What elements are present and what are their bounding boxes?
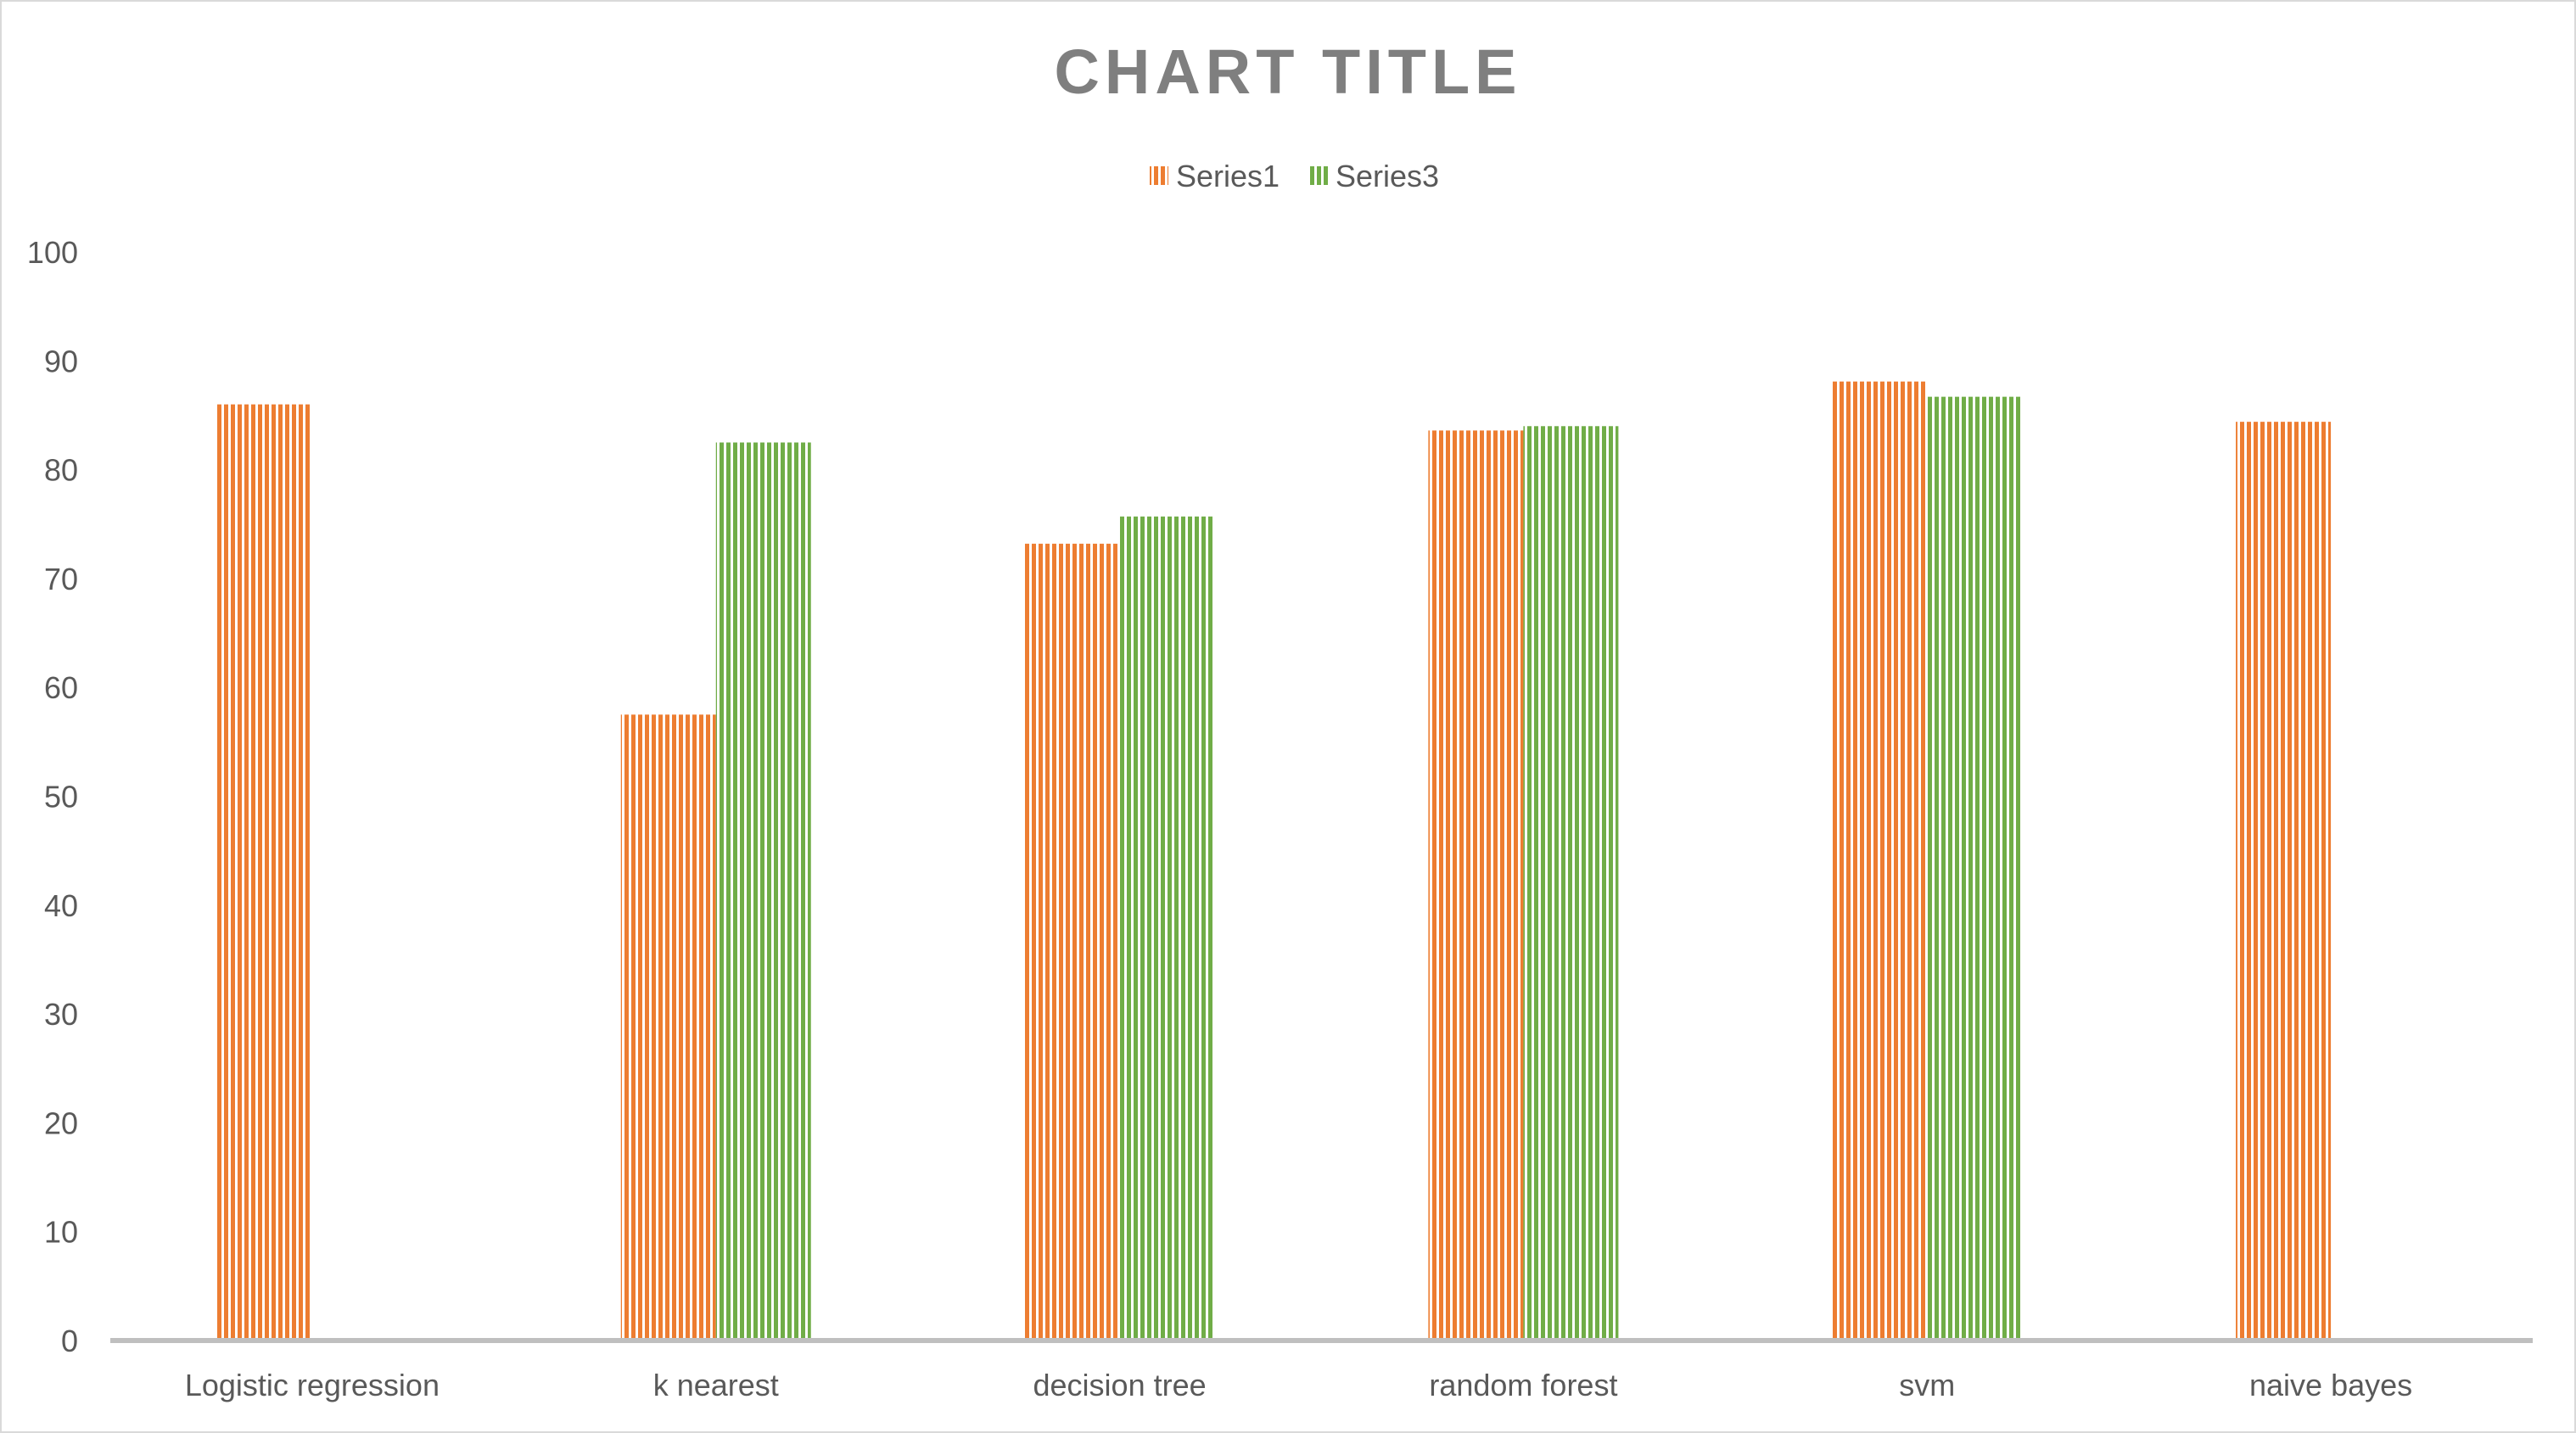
x-tick-label: naive bayes	[2249, 1368, 2412, 1402]
y-tick-label: 60	[44, 670, 78, 705]
y-tick-label: 100	[27, 235, 78, 270]
legend-label-series1: Series1	[1176, 159, 1280, 193]
bar-series1-4	[1832, 381, 1928, 1341]
x-tick-label: k nearest	[653, 1368, 779, 1402]
bar-series1-1	[620, 714, 716, 1341]
bar-series1-3	[1428, 430, 1524, 1341]
chart-title: CHART TITLE	[1054, 36, 1521, 107]
bar-series1-2	[1024, 543, 1120, 1341]
y-axis: 0 10 20 30 40 50 60 70 80 90 100	[27, 235, 78, 1358]
legend-swatch-series1	[1150, 166, 1168, 185]
y-tick-label: 50	[44, 780, 78, 814]
x-tick-label: random forest	[1429, 1368, 1617, 1402]
bars	[216, 381, 2332, 1341]
legend: Series1 Series3	[1150, 159, 1439, 193]
legend-label-series3: Series3	[1336, 159, 1439, 193]
y-tick-label: 10	[44, 1215, 78, 1250]
y-tick-label: 30	[44, 997, 78, 1032]
y-tick-label: 70	[44, 562, 78, 596]
y-tick-label: 0	[61, 1324, 78, 1358]
y-tick-label: 20	[44, 1106, 78, 1140]
x-tick-label: Logistic regression	[185, 1368, 440, 1402]
bar-series3-2	[1119, 516, 1215, 1341]
bar-series3-4	[1927, 396, 2023, 1341]
bar-series3-1	[715, 442, 811, 1341]
bar-series1-0	[216, 404, 312, 1341]
y-tick-label: 80	[44, 453, 78, 488]
x-tick-label: decision tree	[1033, 1368, 1207, 1402]
legend-swatch-series3	[1309, 166, 1328, 185]
y-tick-label: 90	[44, 344, 78, 378]
y-tick-label: 40	[44, 888, 78, 923]
x-axis: Logistic regression k nearest decision tre…	[110, 1338, 2533, 1402]
bar-series1-5	[2236, 422, 2332, 1341]
x-tick-label: svm	[1899, 1368, 1955, 1402]
bar-series3-3	[1523, 426, 1619, 1341]
